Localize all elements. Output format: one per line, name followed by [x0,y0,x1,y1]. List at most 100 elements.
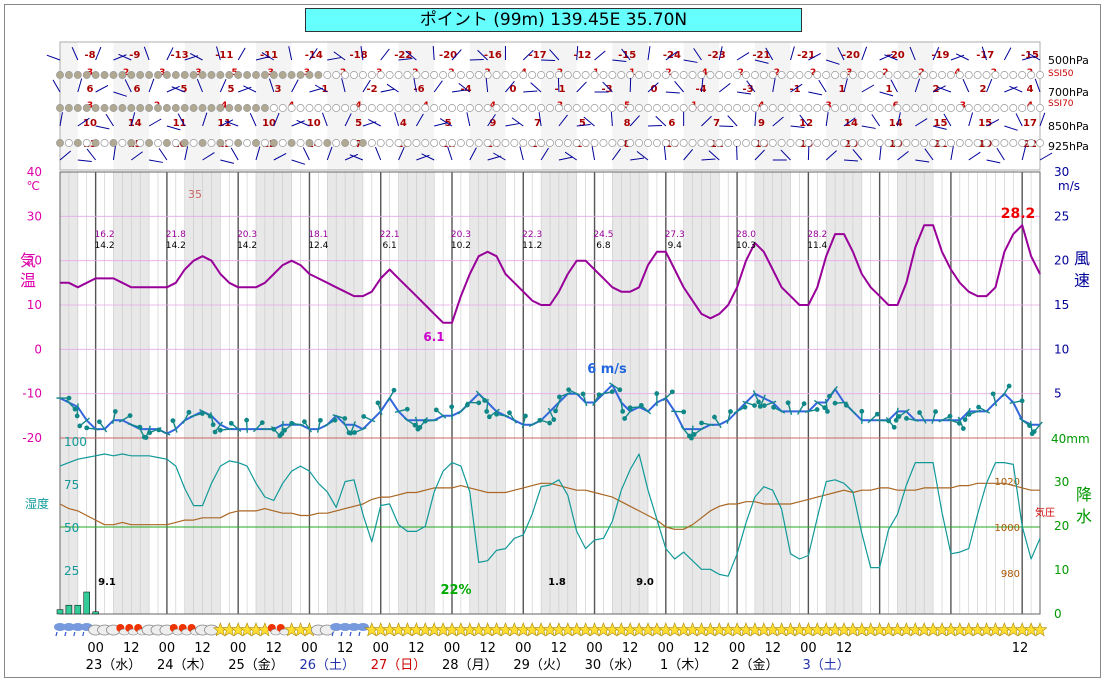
wind-barb [309,48,318,61]
moisture-dot [287,104,296,112]
t500-value: -11 [260,50,278,61]
wind-arrow-head [279,431,285,437]
wind-arrow-head [627,405,633,411]
moisture-dot [884,71,893,79]
wind-barb [249,113,257,127]
ssi50-value: 2 [810,68,816,78]
temp-tick: 10 [27,298,42,312]
pressure-line [59,482,1040,530]
moisture-dot [848,71,857,79]
moisture-dot [1009,104,1018,112]
moisture-dot [626,139,635,147]
moisture-dot [456,71,465,79]
day-label: 25（金） [228,657,284,673]
wind-barb [380,48,390,61]
moisture-dot [875,139,884,147]
wind-barb [202,112,208,127]
moisture-dot [670,104,679,112]
wind-arrow-head [289,420,295,426]
wind-barb [754,59,769,64]
hour-label: 00 [87,641,104,656]
moisture-dot [866,104,875,112]
wind-arrow-head [342,416,348,421]
wind-arrow-head [143,435,149,440]
wind-barb [177,113,186,127]
wind-barb [837,47,845,61]
moisture-dot [332,139,341,147]
moisture-dot [64,71,73,79]
moisture-dot [964,139,973,147]
wind-arrow-head [332,417,338,423]
wind-barb [149,159,163,163]
moisture-dot [1018,71,1027,79]
precip-unit: 40mm [1051,432,1090,446]
moisture-dot [127,71,136,79]
hour-label: 12 [551,641,568,656]
wind-barb [765,47,774,61]
precip-label-value: 1.8 [548,577,566,588]
moisture-dot [938,104,946,112]
wind-barb [341,78,346,93]
temp-tick: 30 [27,209,42,223]
rain-icon [55,631,58,637]
temp-label: 気 [20,251,36,270]
t850-value: 15 [934,118,948,129]
wind-barb [915,159,930,163]
wind-barb [986,78,993,93]
rain-icon [330,623,343,631]
moisture-dot [599,139,608,147]
moisture-dot [180,71,189,79]
ssi-label: SSI50 [1048,69,1074,79]
wind-barb [1004,86,1018,93]
wind-barb [166,125,181,131]
wind-barb [184,146,189,161]
moisture-dot [332,71,341,79]
moisture-dot [804,139,813,147]
rain-icon [71,623,84,631]
moisture-dot [448,139,456,147]
moisture-dot [813,71,822,79]
moisture-dot [403,139,412,147]
moisture-dot [252,139,260,147]
moisture-dot [733,71,742,79]
wind-barb [530,82,542,93]
moisture-dot [964,71,973,79]
moisture-dot [350,71,358,79]
wind-barb [558,114,568,127]
moisture-dot [439,71,448,79]
wind-arrow-head [422,418,428,424]
moisture-dot [572,139,581,147]
wind-barb [610,111,613,127]
wind-arrow-head [482,398,488,403]
moisture-dot [635,139,644,147]
hour-label: 12 [479,641,496,656]
wind-arrow-head [990,391,996,397]
wind-barb [663,146,667,161]
wind-barb [158,148,168,161]
wind-barb [95,125,110,130]
moisture-dot [777,71,786,79]
wind-barb [166,47,174,61]
moisture-dot [840,71,848,79]
moisture-dot [216,104,225,112]
moisture-dot [670,139,679,147]
rain-icon [73,631,76,637]
moisture-dot [991,104,1000,112]
moisture-dot [260,139,269,147]
moisture-dot [857,71,866,79]
moisture-dot [706,71,715,79]
rain-icon [358,631,361,637]
moisture-dot [145,139,154,147]
day-label: 3（土） [803,658,850,673]
wind-arrow-head [801,401,807,407]
moisture-dot [759,71,768,79]
moisture-dot [483,104,492,112]
wind-barb [511,117,524,127]
moisture-dot [358,139,367,147]
t500-value: -18 [350,50,368,61]
wind-arrow-head [814,407,820,412]
wind-barb [487,155,502,161]
wind-barb [754,149,765,161]
wind-barb [224,120,239,127]
rain-icon [54,623,66,631]
